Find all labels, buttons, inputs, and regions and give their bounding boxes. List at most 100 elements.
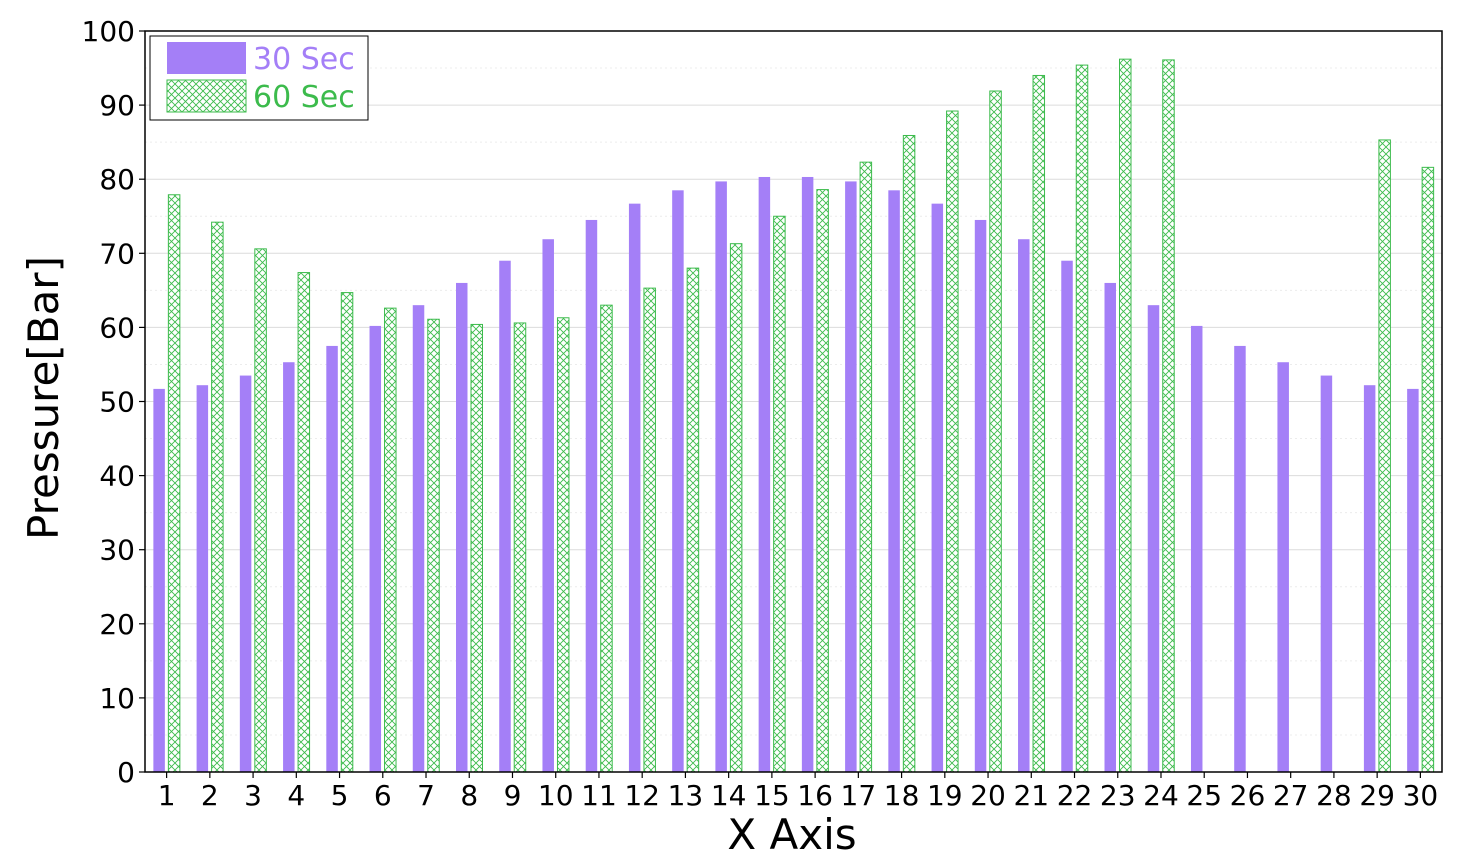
bar-60-sec-17 — [859, 161, 873, 773]
bar-30-sec-2 — [196, 385, 209, 772]
bar-60-sec-21 — [1032, 74, 1046, 773]
x-axis-title: X Axis — [727, 810, 856, 859]
bar-60-sec-12 — [643, 287, 656, 773]
x-tick-label: 9 — [504, 779, 522, 812]
legend: 30 Sec 60 Sec — [149, 35, 369, 121]
legend-label-60-sec: 60 Sec — [253, 80, 355, 115]
bar-30-sec-12 — [628, 203, 641, 772]
bar-60-sec-9 — [513, 322, 527, 773]
x-tick-label: 30 — [1403, 779, 1439, 812]
x-tick-label: 8 — [460, 779, 478, 812]
x-tick-label: 2 — [201, 779, 219, 812]
bar-60-sec-7 — [427, 318, 440, 773]
x-tick-label: 3 — [244, 779, 262, 812]
y-axis-title: Pressure[Bar] — [19, 256, 68, 540]
bar-60-sec-18 — [902, 134, 916, 773]
bar-30-sec-3 — [239, 375, 252, 772]
y-tick-label: 30 — [99, 534, 135, 567]
x-tick-label: 14 — [711, 779, 747, 812]
bar-30-sec-8 — [456, 282, 468, 772]
bar-60-sec-6 — [384, 307, 397, 773]
x-tick-label: 25 — [1186, 779, 1222, 812]
x-tick-label: 13 — [668, 779, 704, 812]
bar-60-sec-11 — [600, 304, 613, 773]
x-tick-label: 1 — [158, 779, 176, 812]
bar-30-sec-22 — [1061, 260, 1073, 772]
bar-30-sec-25 — [1190, 325, 1203, 772]
x-tick-label: 6 — [374, 779, 392, 812]
bar-60-sec-8 — [470, 323, 483, 773]
x-tick-label: 7 — [417, 779, 435, 812]
x-tick-label: 18 — [884, 779, 920, 812]
x-tick-label: 26 — [1230, 779, 1266, 812]
y-tick-label: 90 — [99, 89, 135, 122]
bar-30-sec-29 — [1363, 385, 1376, 772]
bar-60-sec-20 — [989, 90, 1002, 773]
y-tick-label: 0 — [117, 756, 135, 789]
bar-60-sec-22 — [1075, 64, 1089, 773]
bar-30-sec-27 — [1277, 362, 1289, 772]
bar-30-sec-21 — [1018, 239, 1030, 772]
bar-60-sec-1 — [167, 194, 181, 773]
bar-30-sec-9 — [499, 260, 511, 772]
bar-30-sec-23 — [1104, 282, 1116, 772]
x-tick-label: 16 — [797, 779, 833, 812]
x-tick-label: 5 — [331, 779, 349, 812]
bar-30-sec-4 — [283, 362, 295, 772]
bar-60-sec-5 — [340, 292, 354, 773]
bar-60-sec-4 — [297, 272, 311, 773]
bar-30-sec-15 — [758, 176, 771, 773]
legend-swatch-30-sec — [167, 42, 246, 74]
bar-30-sec-24 — [1147, 305, 1160, 772]
y-tick-label: 50 — [99, 386, 135, 419]
bar-60-sec-3 — [254, 248, 267, 773]
x-tick-label: 24 — [1143, 779, 1179, 812]
x-tick-label: 15 — [754, 779, 790, 812]
x-tick-label: 4 — [287, 779, 305, 812]
bar-30-sec-26 — [1234, 345, 1246, 772]
bar-30-sec-6 — [369, 325, 382, 772]
bar-30-sec-30 — [1407, 388, 1419, 772]
bar-60-sec-19 — [946, 110, 959, 773]
x-tick-label: 12 — [624, 779, 660, 812]
bar-30-sec-14 — [715, 181, 727, 773]
y-tick-label: 60 — [99, 311, 135, 344]
x-axis: 1 2 3 4 5 6 7 8 9 10 11 12 13 14 15 16 17 18 19 20 21 22 23 24 2… — [158, 772, 1439, 812]
bar-60-sec-15 — [773, 215, 786, 773]
x-tick-label: 10 — [538, 779, 574, 812]
y-tick-label: 40 — [99, 460, 135, 493]
y-tick-label: 10 — [99, 682, 135, 715]
bar-30-sec-28 — [1320, 375, 1333, 772]
bar-30-sec-1 — [153, 388, 165, 772]
y-axis: 0 10 20 30 40 50 60 70 80 90 100 — [82, 15, 145, 789]
x-tick-label: 23 — [1100, 779, 1136, 812]
bar-30-sec-18 — [888, 190, 900, 772]
legend-swatch-60-sec — [166, 79, 247, 113]
x-tick-label: 28 — [1316, 779, 1352, 812]
bar-60-sec-14 — [729, 243, 743, 773]
x-tick-label: 27 — [1273, 779, 1309, 812]
y-tick-label: 70 — [99, 237, 135, 270]
bar-30-sec-19 — [931, 203, 944, 772]
bar-30-sec-13 — [672, 190, 684, 772]
x-tick-label: 11 — [581, 779, 617, 812]
x-tick-label: 29 — [1359, 779, 1395, 812]
bar-30-sec-20 — [974, 219, 987, 772]
bar-30-sec-11 — [585, 219, 598, 772]
bar-60-sec-16 — [816, 189, 829, 773]
bar-30-sec-10 — [542, 239, 554, 772]
bar-30-sec-7 — [412, 305, 425, 772]
bar-60-sec-30 — [1421, 166, 1435, 773]
bar-30-sec-16 — [801, 176, 814, 773]
bar-60-sec-2 — [211, 221, 224, 773]
x-tick-label: 20 — [970, 779, 1006, 812]
bar-60-sec-24 — [1162, 59, 1175, 773]
bar-30-sec-17 — [845, 181, 857, 773]
bars — [153, 58, 1435, 773]
bar-60-sec-29 — [1378, 139, 1391, 773]
x-tick-label: 19 — [927, 779, 963, 812]
y-tick-label: 20 — [99, 608, 135, 641]
bar-60-sec-23 — [1119, 58, 1132, 773]
bar-60-sec-10 — [556, 317, 570, 773]
